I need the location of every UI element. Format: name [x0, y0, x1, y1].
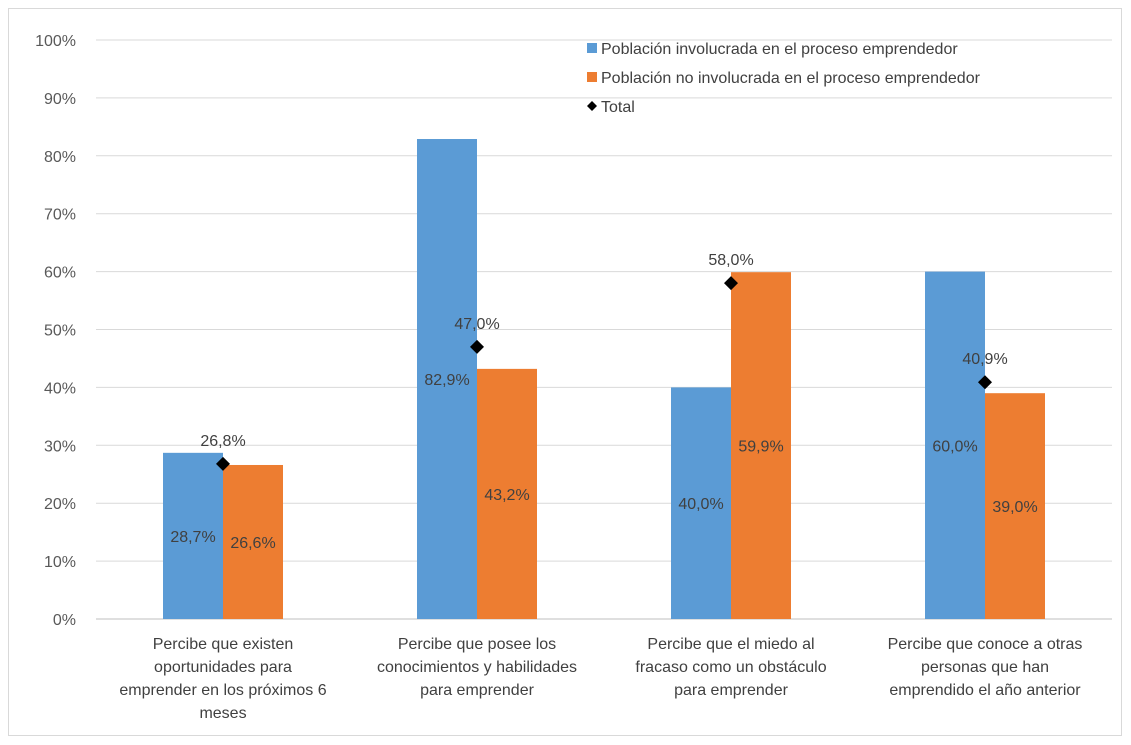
x-category-label: fracaso como un obstáculo	[635, 659, 826, 676]
x-category-label: emprendido el año anterior	[889, 682, 1081, 699]
bar-data-label: 43,2%	[484, 487, 529, 504]
bar-data-label: 40,0%	[678, 496, 723, 513]
legend-marker	[587, 101, 597, 111]
bar	[671, 387, 731, 619]
y-tick-label: 50%	[44, 323, 76, 340]
y-tick-label: 60%	[44, 265, 76, 282]
x-category-label: emprender en los próximos 6	[119, 682, 326, 699]
total-data-label: 47,0%	[454, 316, 499, 333]
bar	[163, 452, 223, 619]
x-category-label: meses	[199, 705, 246, 722]
x-category-label: Percibe que el miedo al	[647, 636, 814, 653]
y-tick-label: 90%	[44, 91, 76, 108]
total-marker	[724, 276, 738, 291]
bar-data-label: 82,9%	[424, 372, 469, 389]
y-tick-label: 10%	[44, 554, 76, 571]
x-category-label: conocimientos y habilidades	[377, 659, 577, 676]
bar	[417, 139, 477, 619]
legend-label: Total	[601, 99, 635, 116]
legend-swatch	[587, 72, 597, 82]
bar-data-label: 60,0%	[932, 438, 977, 455]
total-marker	[216, 456, 230, 471]
y-tick-label: 40%	[44, 380, 76, 397]
total-marker	[978, 375, 992, 390]
total-marker	[470, 339, 484, 354]
bar	[477, 368, 537, 619]
bar-data-label: 26,6%	[230, 535, 275, 552]
x-category-label: oportunidades para	[154, 659, 292, 676]
total-data-label: 26,8%	[200, 433, 245, 450]
bar	[731, 272, 791, 619]
y-tick-label: 20%	[44, 496, 76, 513]
legend-label: Población no involucrada en el proceso e…	[601, 70, 981, 87]
total-data-label: 58,0%	[708, 252, 753, 269]
y-tick-label: 30%	[44, 438, 76, 455]
x-category-label: personas que han	[921, 659, 1049, 676]
total-data-label: 40,9%	[962, 351, 1007, 368]
bar	[925, 271, 985, 619]
legend-swatch	[587, 43, 597, 53]
y-tick-label: 100%	[35, 33, 76, 50]
y-tick-label: 0%	[53, 612, 76, 629]
x-category-label: para emprender	[420, 682, 535, 699]
bar	[985, 393, 1045, 619]
y-tick-label: 80%	[44, 149, 76, 166]
x-category-label: Percibe que posee los	[398, 636, 556, 653]
x-category-label: Percibe que existen	[153, 636, 294, 653]
legend-label: Población involucrada en el proceso empr…	[601, 41, 958, 58]
x-category-label: para emprender	[674, 682, 789, 699]
x-category-label: Percibe que conoce a otras	[888, 636, 1083, 653]
bar-data-label: 39,0%	[992, 499, 1037, 516]
y-tick-label: 70%	[44, 207, 76, 224]
bar-data-label: 28,7%	[170, 529, 215, 546]
bar-data-label: 59,9%	[738, 439, 783, 456]
bar	[223, 464, 283, 619]
